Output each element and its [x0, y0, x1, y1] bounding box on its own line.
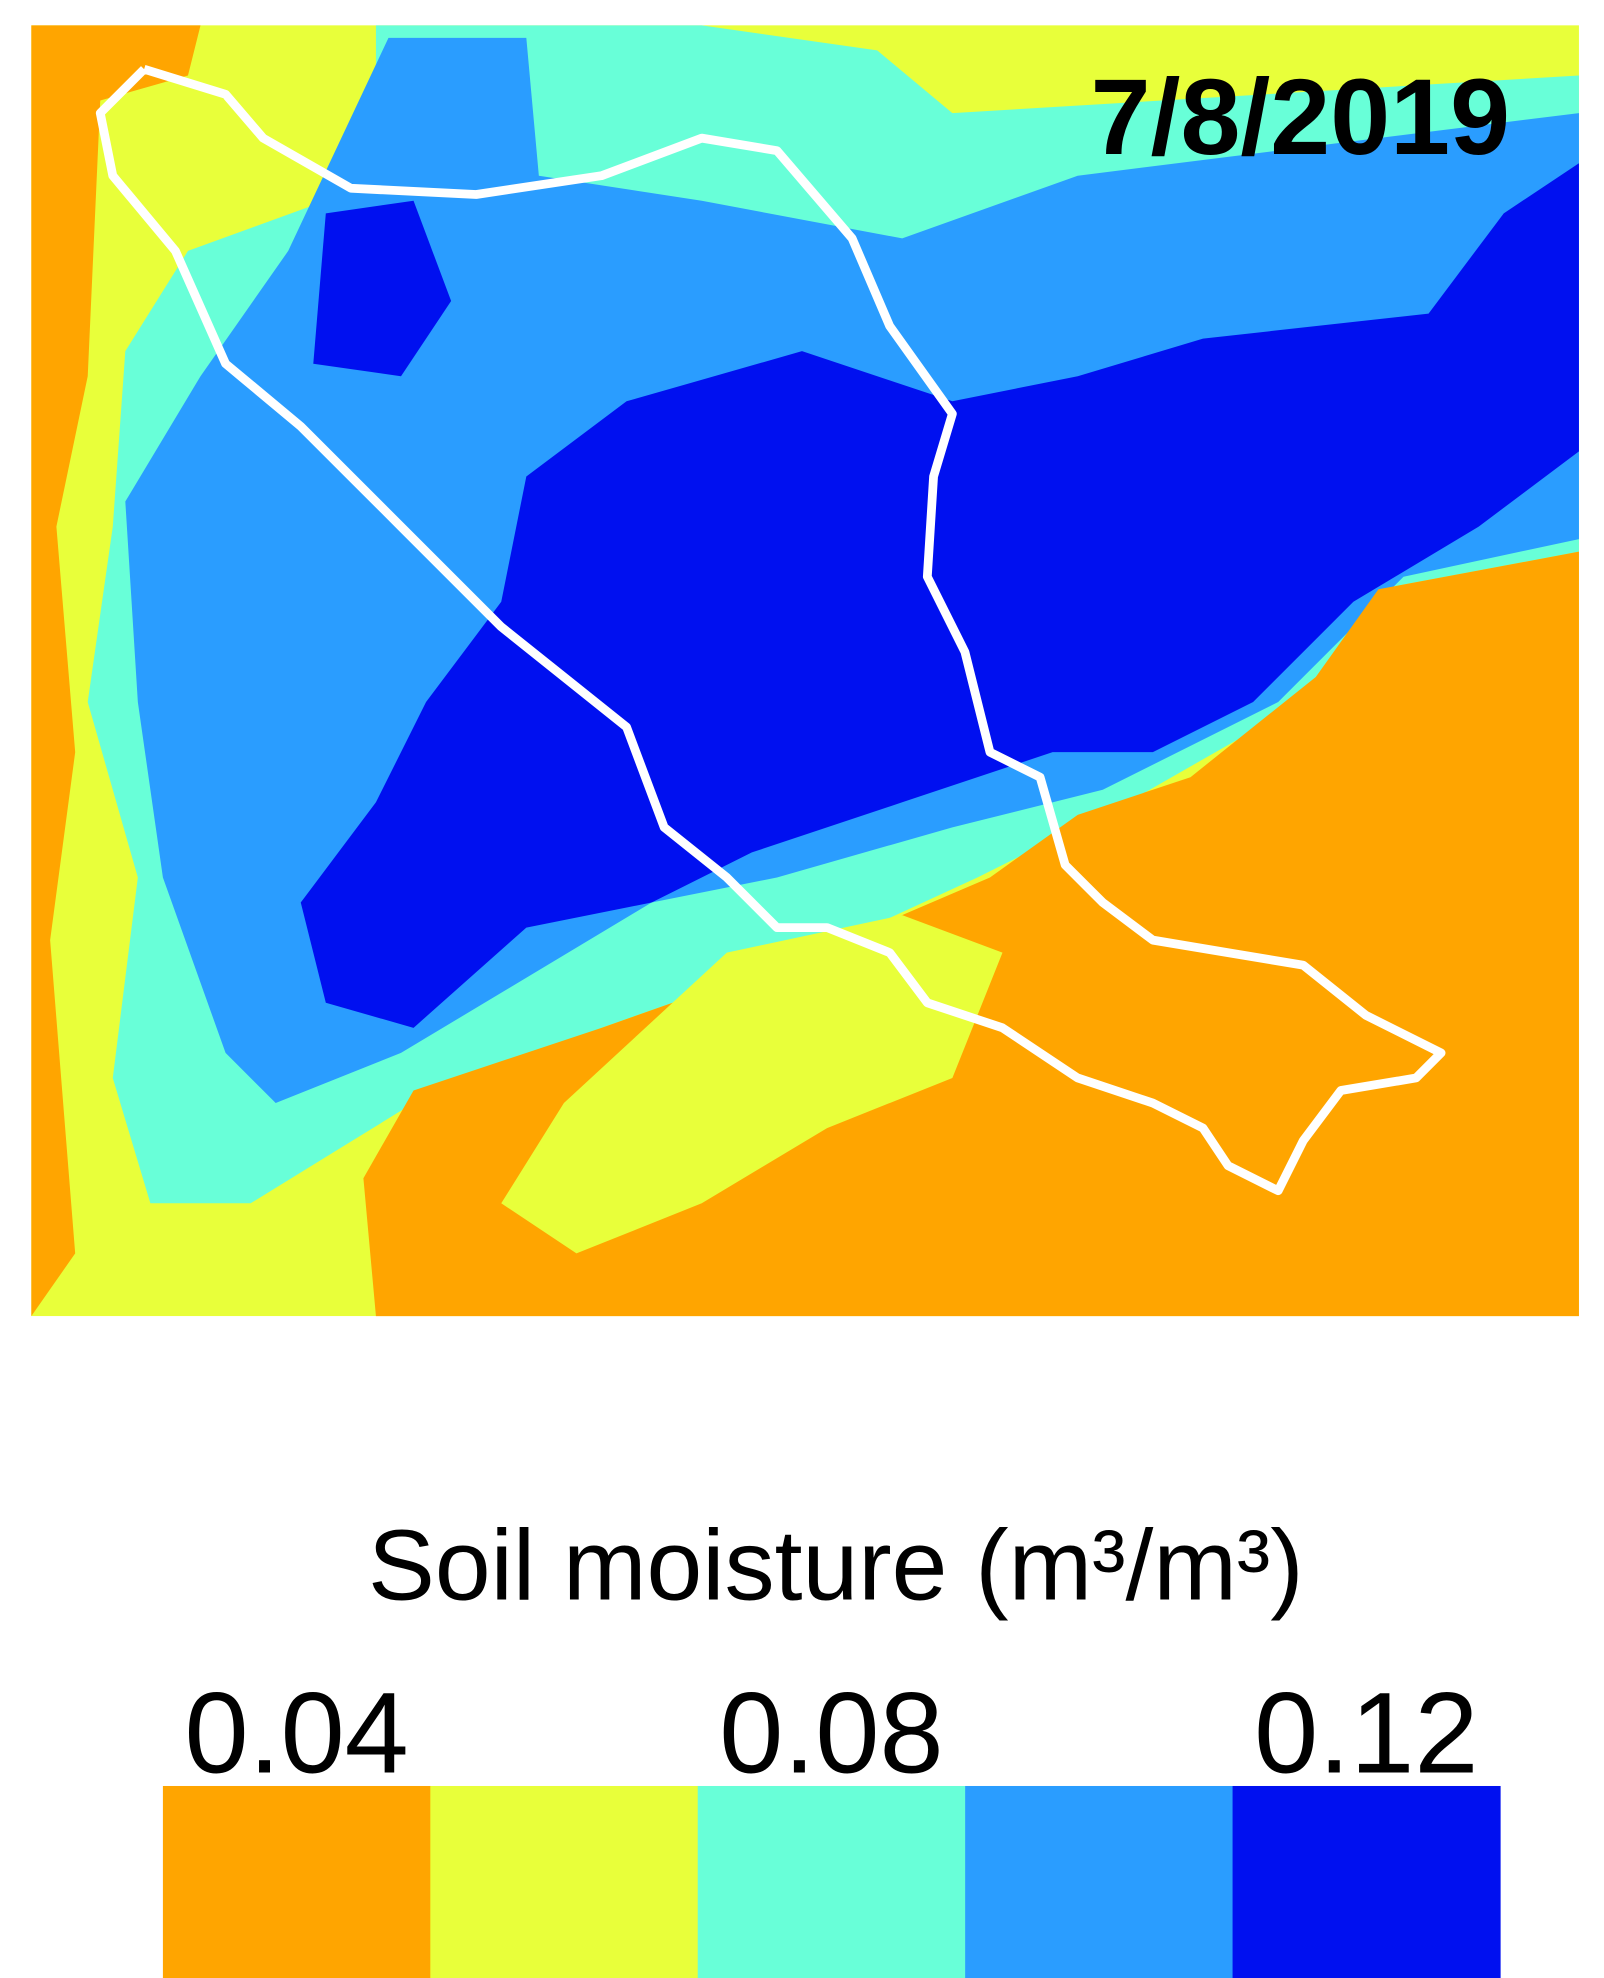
colorbar-bin — [162, 1785, 431, 1978]
watershed-outline — [95, 65, 1446, 1196]
colorbar-bin — [430, 1785, 699, 1978]
colorbar-tick-label: 0.04 — [184, 1670, 408, 1798]
colorbar-bin — [697, 1785, 966, 1978]
map-region — [31, 25, 201, 1317]
colorbar-bin — [1232, 1785, 1501, 1978]
colorbar-tick-label: 0.08 — [719, 1670, 943, 1798]
colorbar-title: Soil moisture (m³/m³) — [368, 1509, 1304, 1621]
map-region — [501, 915, 1003, 1254]
colorbar-bin — [965, 1785, 1234, 1978]
colorbar-tick-label: 0.12 — [1254, 1670, 1478, 1798]
map-date: 7/8/2019 — [1091, 56, 1510, 177]
map: 7/8/2019 — [31, 25, 1579, 1317]
colorbar: 0.04 0.08 0.12 — [162, 1670, 1501, 1978]
map-region — [313, 200, 452, 377]
